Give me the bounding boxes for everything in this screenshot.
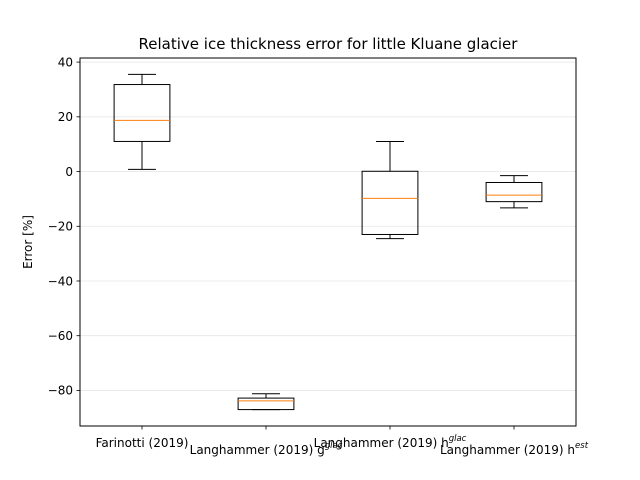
y-axis: 40 20 0 −20 −40 −60 −80 — [48, 55, 80, 398]
x-tick-label-superscript: est — [575, 441, 589, 451]
x-tick-label-text: Langhammer (2019) h — [314, 436, 449, 450]
y-tick-label: 40 — [58, 55, 73, 69]
x-tick-label-superscript: glac — [325, 441, 343, 451]
y-axis-label: Error [%] — [21, 215, 35, 269]
y-tick-label: −80 — [48, 384, 73, 398]
iqr-box — [361, 170, 419, 235]
box-2 — [237, 393, 295, 411]
x-tick-label-text: Langhammer (2019) g — [190, 443, 325, 457]
plot-frame — [79, 57, 577, 427]
iqr-box — [113, 84, 171, 142]
grid-lines — [80, 61, 576, 391]
y-tick-label: −20 — [48, 220, 73, 234]
x-tick-label: Farinotti (2019) — [96, 436, 189, 450]
iqr-box — [237, 397, 295, 411]
chart-title: Relative ice thickness error for little … — [139, 35, 519, 53]
x-tick-label: Langhammer (2019) hglac — [314, 434, 467, 450]
x-tick-label-text: Farinotti (2019) — [96, 436, 189, 450]
y-tick-label: 20 — [58, 110, 73, 124]
y-tick-label: −40 — [48, 274, 73, 288]
box-3 — [361, 140, 419, 240]
boxes-layer — [113, 73, 543, 411]
y-tick-label: 0 — [65, 165, 73, 179]
iqr-box — [485, 181, 543, 203]
x-tick-label: Langhammer (2019) hest — [440, 441, 589, 457]
x-axis: Farinotti (2019) Langhammer (2019) gglacL… — [96, 426, 589, 457]
y-tick-label: −60 — [48, 329, 73, 343]
box-4 — [485, 175, 543, 209]
box-1 — [113, 73, 171, 170]
x-tick-label: Langhammer (2019) gglac — [190, 441, 343, 457]
x-tick-label-superscript: glac — [449, 434, 467, 444]
x-tick-label-text: Langhammer (2019) h — [440, 443, 575, 457]
